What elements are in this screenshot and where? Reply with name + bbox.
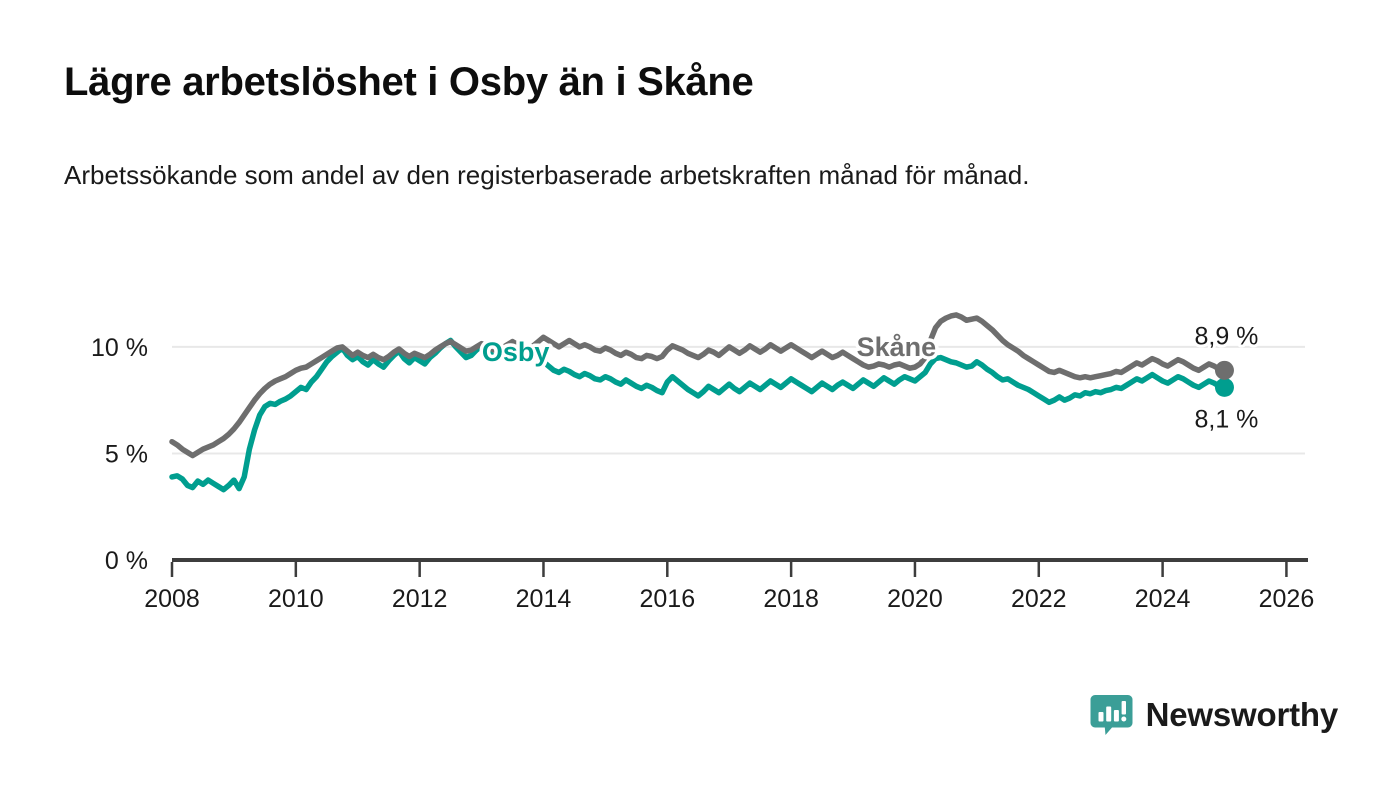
x-axis-tick-label: 2010 [268,585,324,613]
x-axis-tick-label: 2024 [1135,585,1191,613]
series-endpoint-markers-group [1214,360,1234,397]
x-axis-tick-label: 2026 [1259,585,1315,613]
series-line-osby [169,337,1228,493]
x-axis-tick-label: 2020 [887,585,943,613]
x-axis-tick-label: 2012 [392,585,448,613]
x-axis-tick-label: 2018 [763,585,819,613]
y-axis-labels-group: 0 % 5 % 10 % [91,334,148,575]
endpoint-marker-skåne [1214,360,1234,380]
x-axis-tick-label: 2014 [516,585,572,613]
series-label-osby: Osby [482,337,550,367]
x-axis-labels-group: 2008 2010 2012 2014 2016 2018 2020 2022 2024 2026 [144,585,1314,613]
page-title: Lägre arbetslöshet i Osby än i Skåne [64,60,754,104]
newsworthy-wordmark: Newsworthy [1145,696,1339,733]
series-label-skåne: Skåne [857,332,937,362]
y-axis-tick-label: 5 % [105,440,148,468]
series-inline-labels-group: Osby Skåne [478,328,939,370]
x-axis-tick-label: 2016 [639,585,695,613]
newsworthy-logo: Newsworthy [1090,693,1338,736]
gridlines-group [172,345,1305,455]
x-tick-marks-group [170,562,1288,577]
endpoint-marker-osby [1214,377,1234,397]
end-value-label-skåne: 8,9 % [1194,322,1258,350]
series-lines-group [169,312,1228,493]
series-line-skåne [169,312,1228,459]
x-axis-tick-label: 2022 [1011,585,1067,613]
chart-subtitle: Arbetssökande som andel av den registerb… [64,160,1030,190]
y-axis-tick-label: 0 % [105,547,148,575]
series-end-value-labels-group: 8,9 % 8,1 % [1191,319,1261,436]
bar-chart-speech-bubble-icon [1090,693,1133,736]
x-axis-tick-label: 2008 [144,585,200,613]
end-value-label-osby: 8,1 % [1194,405,1258,433]
y-axis-tick-label: 10 % [91,334,148,362]
